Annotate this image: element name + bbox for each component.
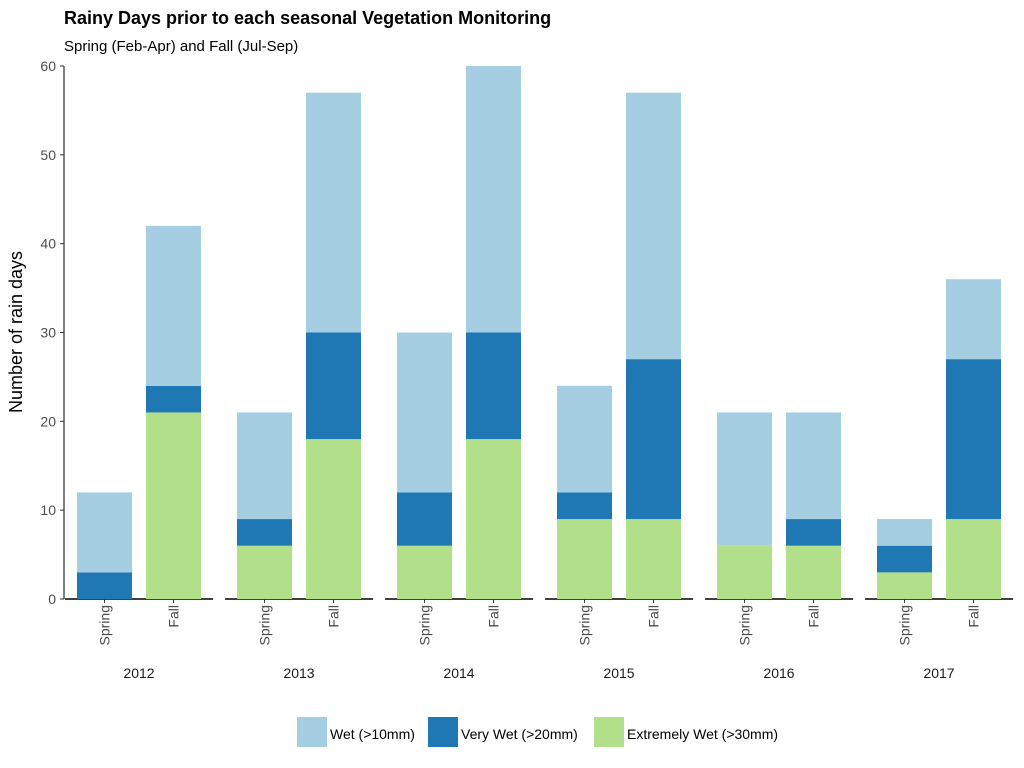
x-tick-label: Spring [577, 605, 593, 645]
bar-2016-spring-wet [717, 412, 772, 546]
bar-2014-fall-wet [466, 66, 521, 333]
y-axis-label: Number of rain days [6, 251, 26, 413]
bar-2012-spring-very-wet [77, 572, 132, 599]
group-label: 2015 [603, 665, 634, 681]
bar-2016-fall-very-wet [786, 519, 841, 546]
x-tick-label: Fall [486, 605, 502, 628]
bar-2013-fall-very-wet [306, 332, 361, 440]
bar-2014-spring-very-wet [397, 492, 452, 546]
y-tick-label: 10 [40, 502, 56, 518]
group-label: 2013 [283, 665, 314, 681]
bar-2016-fall-wet [786, 412, 841, 520]
x-tick-label: Spring [257, 605, 273, 645]
bar-2015-fall-wet [626, 92, 681, 360]
bar-2015-fall-very-wet [626, 359, 681, 520]
x-tick-label: Fall [166, 605, 182, 628]
group-label: 2014 [443, 665, 474, 681]
bar-2012-fall-extremely-wet [146, 412, 201, 599]
legend-label: Extremely Wet (>30mm) [627, 726, 778, 742]
bar-2013-spring-very-wet [237, 519, 292, 546]
bar-2017-spring-wet [877, 519, 932, 546]
bar-2017-fall-very-wet [946, 359, 1001, 520]
bar-2016-fall-extremely-wet [786, 545, 841, 599]
bar-2014-spring-extremely-wet [397, 545, 452, 599]
bar-2017-spring-very-wet [877, 545, 932, 573]
y-tick-label: 20 [40, 413, 56, 429]
bar-2013-fall-extremely-wet [306, 439, 361, 599]
bar-2013-spring-extremely-wet [237, 545, 292, 599]
bar-2017-spring-extremely-wet [877, 572, 932, 599]
group-label: 2016 [763, 665, 794, 681]
bar-2017-fall-extremely-wet [946, 519, 1001, 599]
chart-subtitle: Spring (Feb-Apr) and Fall (Jul-Sep) [64, 38, 299, 55]
x-tick-label: Spring [737, 605, 753, 645]
bar-2014-spring-wet [397, 332, 452, 493]
bar-2015-spring-wet [557, 385, 612, 493]
x-tick-label: Fall [326, 605, 342, 628]
group-label: 2017 [923, 665, 954, 681]
y-tick-label: 50 [40, 147, 56, 163]
x-tick-label: Spring [897, 605, 913, 645]
bar-2012-fall-wet [146, 225, 201, 386]
group-label: 2012 [123, 665, 154, 681]
bar-2014-fall-extremely-wet [466, 439, 521, 599]
legend-swatch [428, 717, 458, 747]
y-tick-label: 60 [40, 58, 56, 74]
legend-swatch [297, 717, 327, 747]
x-tick-label: Spring [97, 605, 113, 645]
legend-label: Wet (>10mm) [330, 726, 415, 742]
bar-2015-spring-extremely-wet [557, 519, 612, 599]
x-tick-label: Fall [966, 605, 982, 628]
legend-label: Very Wet (>20mm) [461, 726, 578, 742]
x-tick-label: Spring [417, 605, 433, 645]
y-tick-label: 0 [48, 591, 56, 607]
bar-2013-fall-wet [306, 92, 361, 333]
x-tick-label: Fall [806, 605, 822, 628]
bar-2017-fall-wet [946, 279, 1001, 360]
bar-2015-spring-very-wet [557, 492, 612, 520]
y-tick-label: 40 [40, 236, 56, 252]
bar-2013-spring-wet [237, 412, 292, 520]
bar-2012-spring-wet [77, 492, 132, 573]
bar-2012-fall-very-wet [146, 385, 201, 413]
bar-2014-fall-very-wet [466, 332, 521, 440]
legend-swatch [594, 717, 624, 747]
bar-2016-spring-extremely-wet [717, 545, 772, 599]
chart-title: Rainy Days prior to each seasonal Vegeta… [64, 8, 552, 28]
x-tick-label: Fall [646, 605, 662, 628]
y-tick-label: 30 [40, 325, 56, 341]
bar-2015-fall-extremely-wet [626, 519, 681, 599]
